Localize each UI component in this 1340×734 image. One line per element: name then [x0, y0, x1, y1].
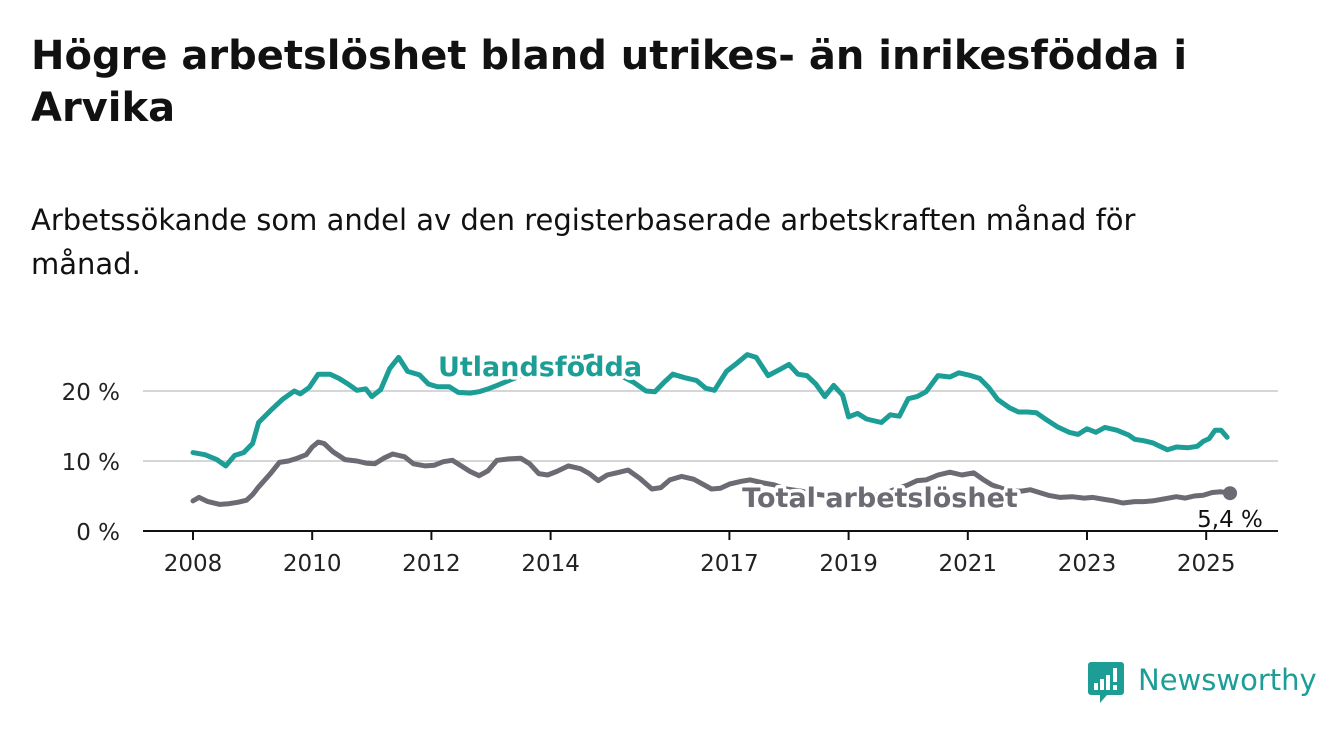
y-axis-tick-labels: 0 % 10 % 20 %	[62, 380, 120, 546]
end-value-label: 5,4 %	[1197, 507, 1263, 533]
x-tick-label: 2021	[939, 551, 998, 577]
y-tick-label: 0 %	[76, 520, 120, 546]
newsworthy-logo: Newsworthy	[1088, 660, 1318, 706]
series-lines	[190, 352, 1233, 507]
x-tick-label: 2025	[1177, 551, 1236, 577]
x-tick-label: 2014	[521, 551, 580, 577]
x-axis-tick-labels: 2008 2010 2012 2014 2017 2019 2021 2023 2025	[164, 551, 1236, 577]
x-tick-label: 2010	[283, 551, 342, 577]
series-line-utlandsfodda	[190, 352, 1230, 469]
x-tick-label: 2008	[164, 551, 223, 577]
chart-subtitle: Arbetssökande som andel av den registerb…	[31, 203, 1136, 281]
x-tick-label: 2019	[819, 551, 878, 577]
x-axis	[143, 530, 1278, 540]
series-labels: Utlandsfödda Total arbetslöshet	[434, 349, 1021, 518]
brand-name: Newsworthy	[1138, 663, 1317, 697]
y-tick-label: 20 %	[62, 380, 120, 406]
y-tick-label: 10 %	[62, 450, 120, 476]
x-tick-label: 2017	[700, 551, 759, 577]
x-tick-label: 2023	[1058, 551, 1117, 577]
series-label-utlandsfodda: Utlandsfödda	[438, 352, 642, 383]
newsworthy-logo-icon	[1088, 662, 1124, 703]
x-tick-label: 2012	[402, 551, 461, 577]
series-label-total-arbetsloshet: Total arbetslöshet	[742, 483, 1018, 514]
chart-title: Högre arbetslöshet bland utrikes- än inr…	[31, 33, 1188, 131]
end-point-marker	[1223, 486, 1238, 501]
series-line-total-arbetsloshet	[190, 439, 1233, 507]
